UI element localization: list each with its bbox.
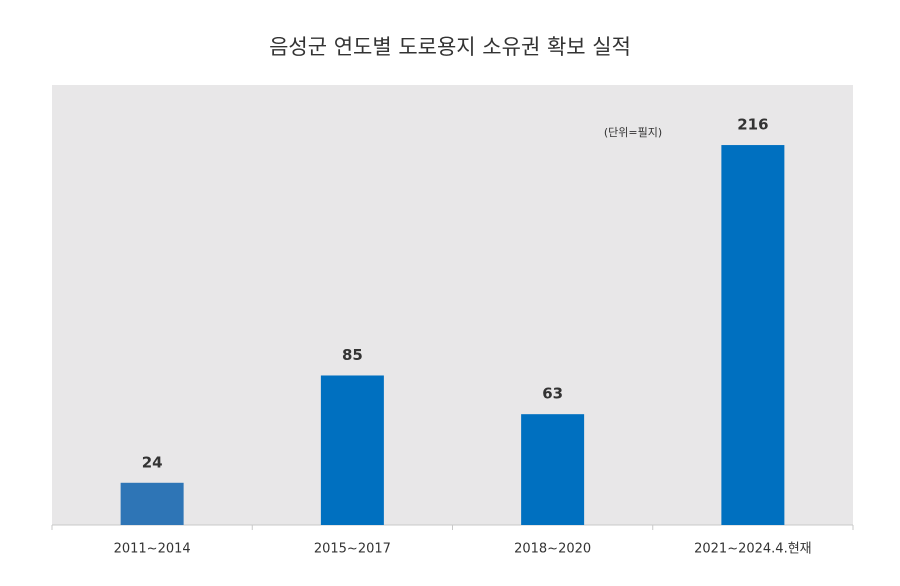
plot-area [52, 85, 853, 525]
annotation: (단위=필지) [604, 126, 662, 139]
x-tick-label: 2011~2014 [114, 542, 191, 557]
x-tick-label: 2021~2024.4.현재 [694, 542, 812, 557]
bar [721, 145, 785, 525]
value-label: 216 [737, 116, 768, 134]
x-tick-label: 2015~2017 [314, 542, 391, 557]
chart-title: 음성군 연도별 도로용지 소유권 확보 실적 [269, 35, 631, 59]
bar [120, 482, 184, 525]
value-label: 63 [542, 385, 563, 403]
value-label: 24 [142, 453, 163, 471]
bar [320, 375, 384, 525]
x-tick-label: 2018~2020 [514, 542, 591, 557]
bar [521, 414, 585, 525]
value-label: 85 [342, 346, 363, 364]
